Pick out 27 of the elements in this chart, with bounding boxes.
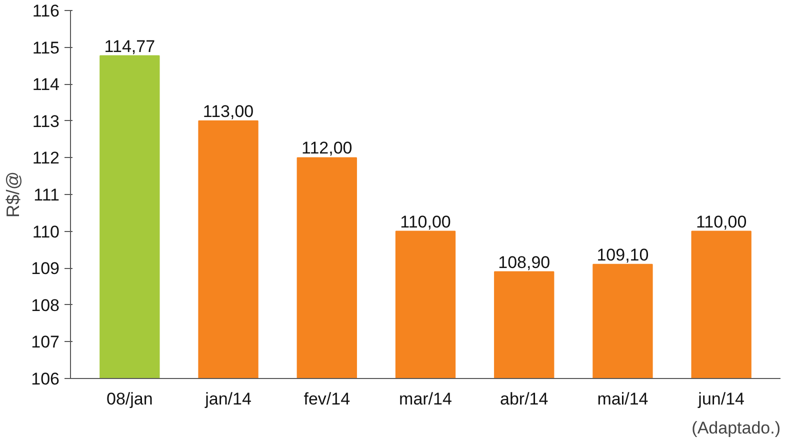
data-label: 110,00	[696, 212, 747, 232]
data-label: 108,90	[498, 252, 550, 272]
data-label: 110,00	[400, 212, 451, 232]
data-label: 113,00	[202, 102, 254, 121]
data-label: 112,00	[302, 138, 352, 158]
data-label: 109,10	[596, 245, 649, 264]
data-label: 114,77	[104, 36, 156, 56]
x-tick-label: mai/14	[597, 390, 648, 408]
y-tick-label: 108	[31, 296, 60, 315]
y-axis-title: R$/@	[3, 171, 24, 218]
x-tick-label: jun/14	[697, 390, 744, 408]
y-tick-label: 114	[32, 75, 60, 94]
y-tick-label: 115	[32, 38, 60, 58]
y-tick-label: 109	[31, 259, 60, 278]
x-tick-label: jan/14	[204, 390, 252, 408]
y-tick-label: 116	[32, 2, 60, 20]
x-tick-label: 08/jan	[106, 390, 153, 408]
y-tick-label: 106	[31, 370, 60, 388]
y-tick-label: 107	[31, 332, 60, 352]
y-tick-label: 113	[32, 112, 60, 131]
x-tick-label: abr/14	[500, 390, 548, 408]
y-tick-label: 110	[32, 222, 60, 242]
y-tick-label: 111	[34, 186, 60, 204]
x-tick-label: fev/14	[304, 390, 350, 408]
x-tick-label: mar/14	[399, 390, 452, 408]
text: (Adaptado.)	[692, 418, 781, 438]
y-tick-label: 112	[32, 148, 60, 168]
